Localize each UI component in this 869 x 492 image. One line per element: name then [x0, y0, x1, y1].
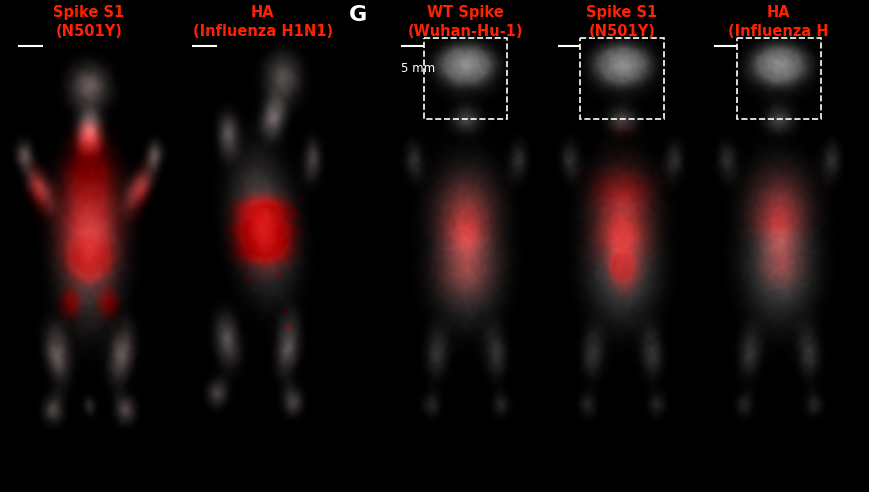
- Text: G: G: [348, 5, 367, 25]
- Bar: [580, 38, 663, 120]
- Bar: [423, 38, 507, 120]
- Text: HA
(Influenza H: HA (Influenza H: [727, 5, 828, 38]
- Text: HA
(Influenza H1N1): HA (Influenza H1N1): [192, 5, 333, 38]
- Bar: [736, 38, 819, 120]
- Text: Spike S1
(N501Y): Spike S1 (N501Y): [53, 5, 124, 38]
- Text: WT Spike
(Wuhan-Hu-1): WT Spike (Wuhan-Hu-1): [408, 5, 522, 38]
- Text: Spike S1
(N501Y): Spike S1 (N501Y): [586, 5, 657, 38]
- Text: 5 mm: 5 mm: [401, 62, 434, 75]
